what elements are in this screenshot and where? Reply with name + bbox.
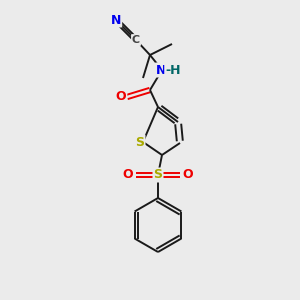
Text: N: N bbox=[111, 14, 121, 26]
Text: C: C bbox=[132, 35, 140, 45]
Text: S: S bbox=[154, 169, 163, 182]
Text: O: O bbox=[183, 169, 193, 182]
Text: N: N bbox=[156, 64, 166, 76]
Text: O: O bbox=[116, 91, 126, 103]
Text: O: O bbox=[123, 169, 133, 182]
Text: -H: -H bbox=[165, 64, 181, 76]
Text: S: S bbox=[136, 136, 145, 148]
